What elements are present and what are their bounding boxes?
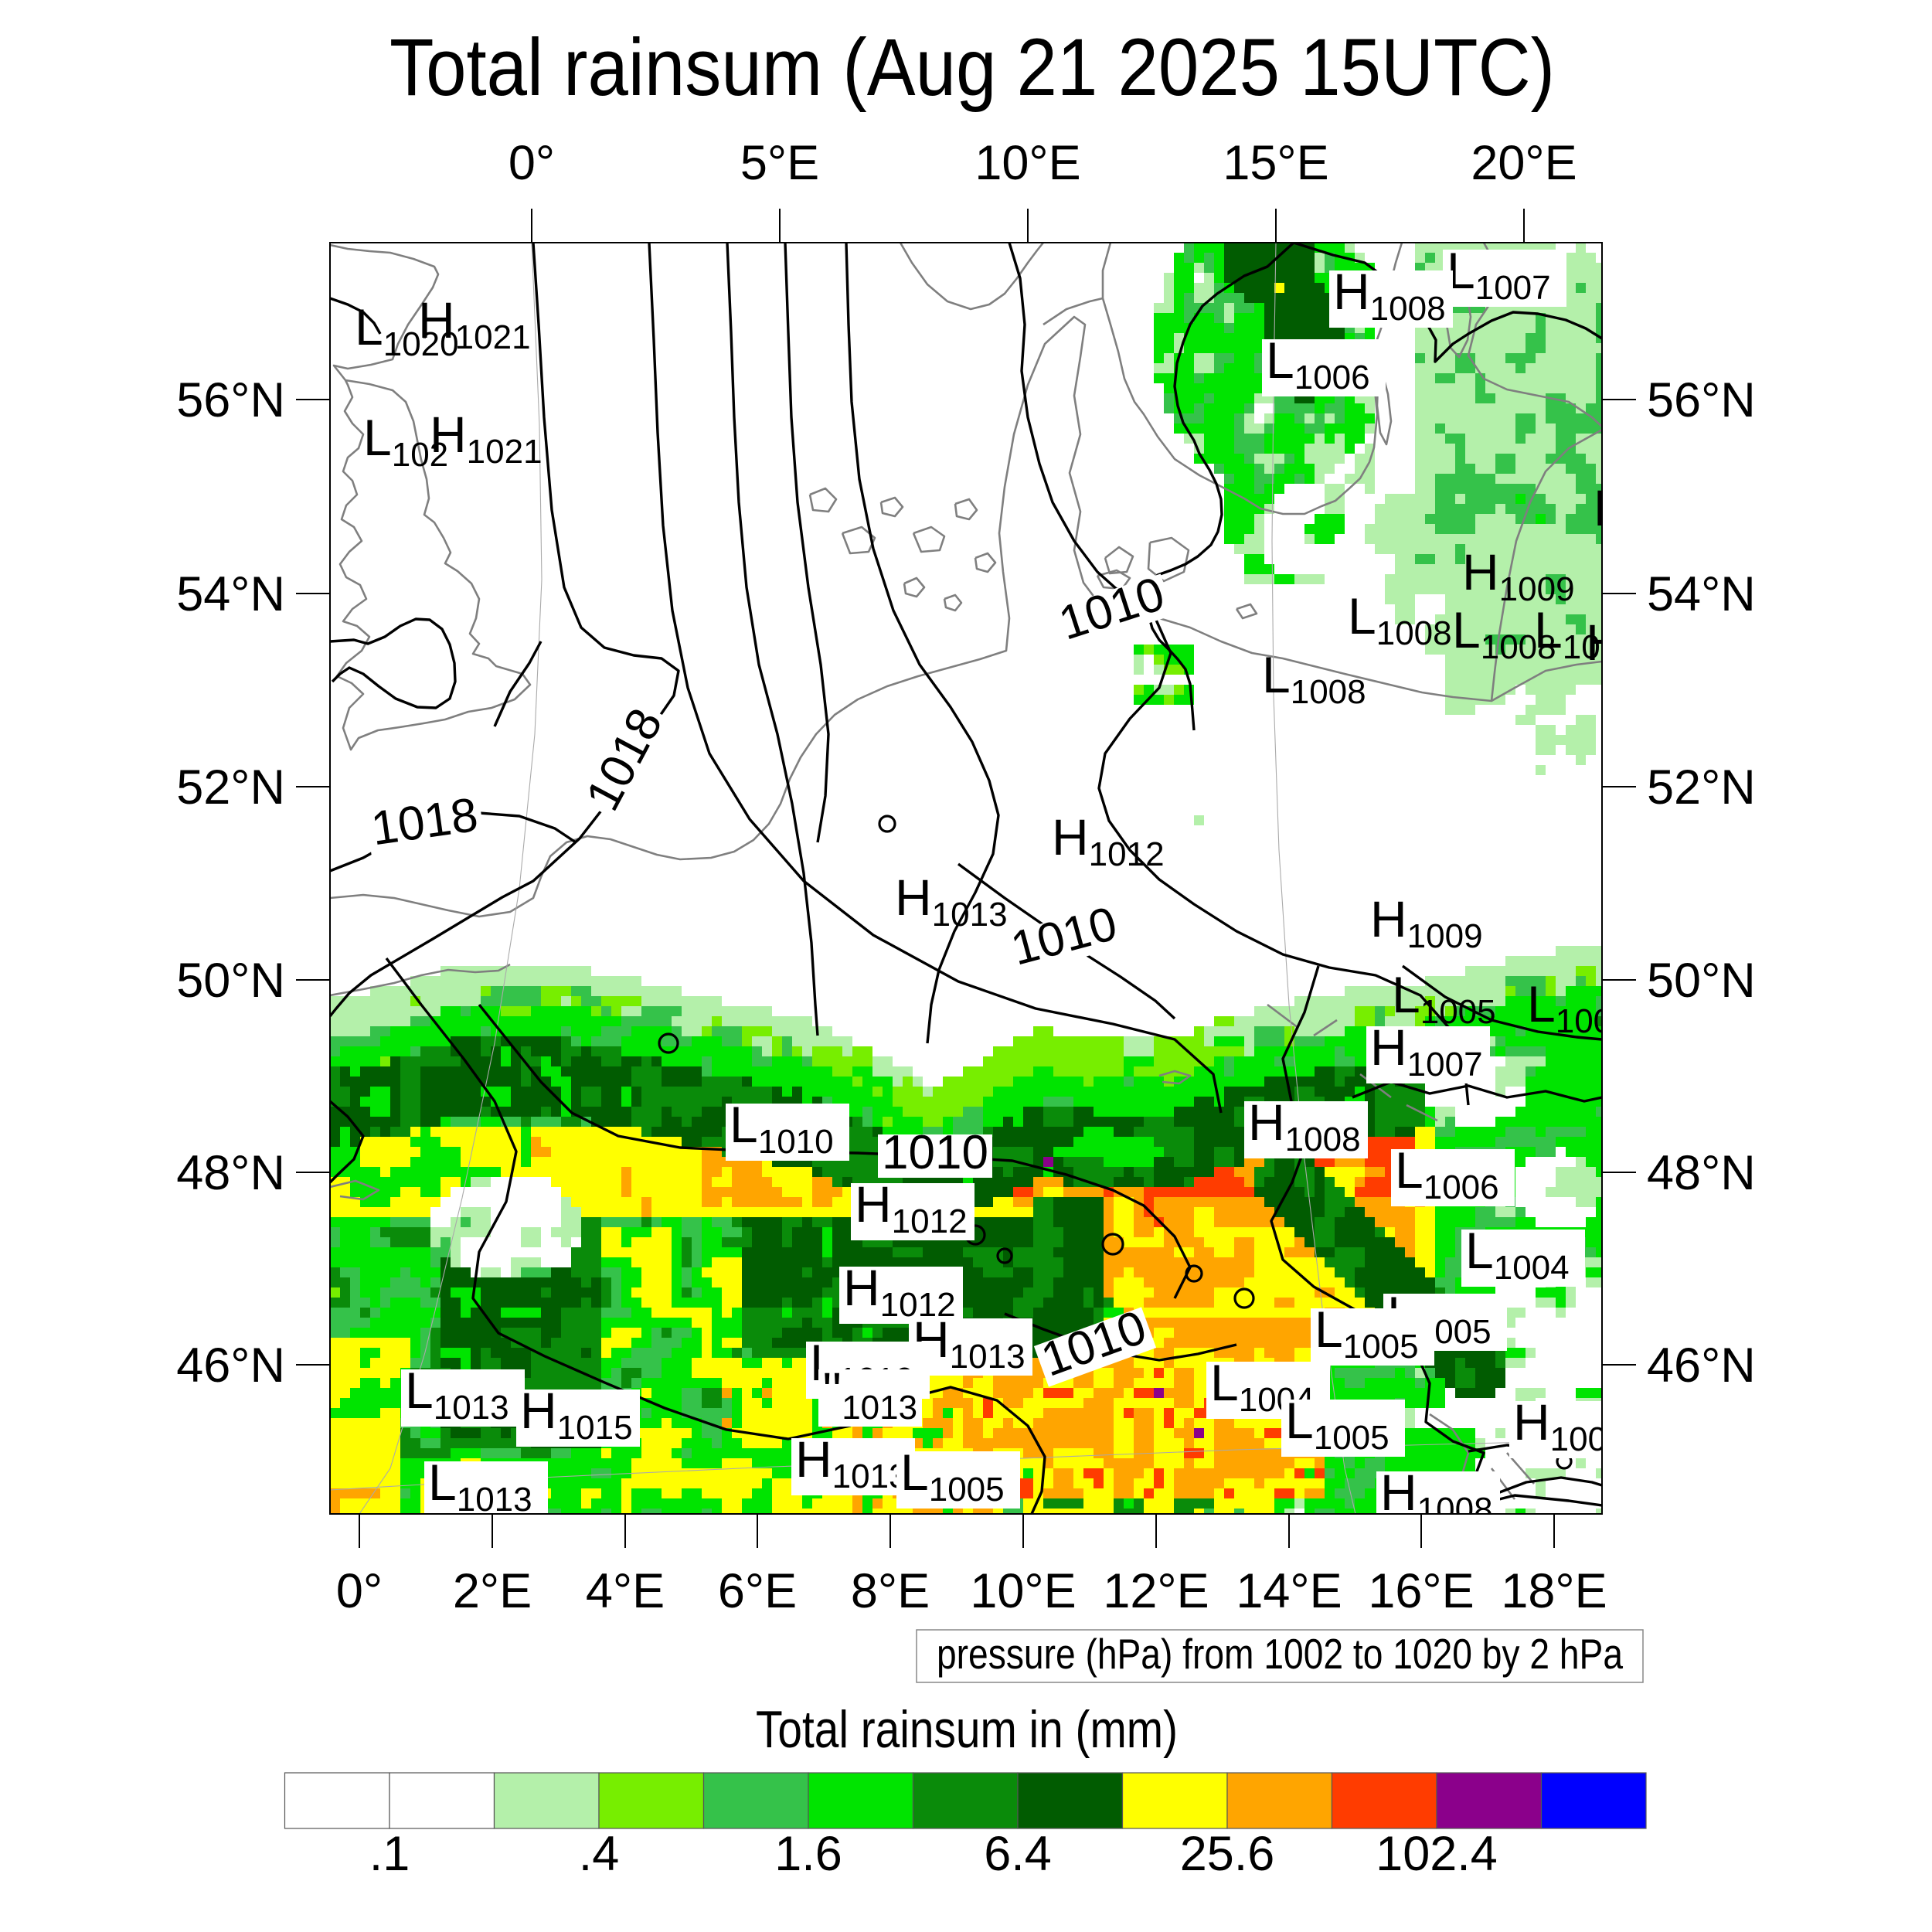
svg-text:6°E: 6°E bbox=[718, 1564, 797, 1618]
svg-text:1.6: 1.6 bbox=[774, 1827, 842, 1881]
svg-text:48°N: 48°N bbox=[1647, 1146, 1756, 1200]
svg-text:56°N: 56°N bbox=[176, 373, 285, 427]
svg-text:H: H bbox=[1594, 479, 1631, 536]
svg-text:16°E: 16°E bbox=[1368, 1564, 1474, 1618]
svg-text:46°N: 46°N bbox=[1647, 1338, 1756, 1393]
svg-text:14°E: 14°E bbox=[1236, 1564, 1342, 1618]
svg-text:52°N: 52°N bbox=[176, 760, 285, 815]
svg-text:H1013: H1013 bbox=[795, 1430, 908, 1495]
svg-text:20°E: 20°E bbox=[1471, 136, 1577, 190]
svg-text:10°E: 10°E bbox=[970, 1564, 1076, 1618]
svg-text:6.4: 6.4 bbox=[984, 1827, 1052, 1881]
svg-text:4°E: 4°E bbox=[586, 1564, 665, 1618]
svg-text:48°N: 48°N bbox=[176, 1146, 285, 1200]
svg-text:18°E: 18°E bbox=[1501, 1564, 1607, 1618]
svg-text:pressure (hPa) from 1002 to 10: pressure (hPa) from 1002 to 1020 by 2 hP… bbox=[937, 1630, 1623, 1678]
svg-text:H10: H10 bbox=[1586, 614, 1661, 679]
svg-text:102.4: 102.4 bbox=[1376, 1827, 1498, 1881]
svg-text:56°N: 56°N bbox=[1647, 373, 1756, 427]
svg-text:L1005: L1005 bbox=[1527, 975, 1631, 1040]
svg-text:2°E: 2°E bbox=[453, 1564, 532, 1618]
svg-text:54°N: 54°N bbox=[176, 567, 285, 621]
svg-text:8°E: 8°E bbox=[851, 1564, 930, 1618]
svg-text:50°N: 50°N bbox=[176, 954, 285, 1008]
svg-text:54°N: 54°N bbox=[1647, 567, 1756, 621]
svg-text:15°E: 15°E bbox=[1223, 136, 1328, 190]
svg-text:50°N: 50°N bbox=[1647, 954, 1756, 1008]
svg-text:Total rainsum (Aug 21 2025 15U: Total rainsum (Aug 21 2025 15UTC) bbox=[389, 22, 1555, 113]
svg-text:L1010: L1010 bbox=[730, 1096, 834, 1161]
svg-text:25.6: 25.6 bbox=[1180, 1827, 1275, 1881]
svg-text:1010: 1010 bbox=[882, 1126, 988, 1179]
svg-text:Total rainsum in (mm): Total rainsum in (mm) bbox=[756, 1700, 1178, 1759]
svg-text:46°N: 46°N bbox=[176, 1338, 285, 1393]
svg-text:52°N: 52°N bbox=[1647, 760, 1756, 815]
svg-text:0°: 0° bbox=[336, 1564, 383, 1618]
svg-text:.1: .1 bbox=[369, 1827, 410, 1881]
svg-text:12°E: 12°E bbox=[1103, 1564, 1209, 1618]
svg-text:.4: .4 bbox=[579, 1827, 620, 1881]
svg-text:10°E: 10°E bbox=[975, 136, 1080, 190]
svg-text:0°: 0° bbox=[509, 136, 555, 190]
svg-text:H1021: H1021 bbox=[430, 406, 543, 471]
svg-text:5°E: 5°E bbox=[740, 136, 819, 190]
